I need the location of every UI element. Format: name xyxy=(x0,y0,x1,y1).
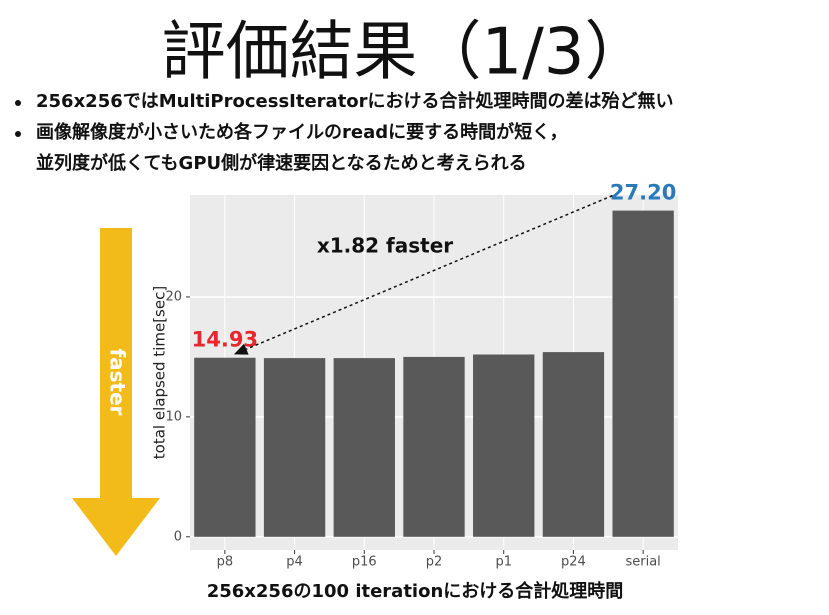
bullet-dot xyxy=(15,100,21,106)
faster-arrow xyxy=(72,228,160,556)
bar xyxy=(263,358,326,537)
y-tick-label: 20 xyxy=(165,289,182,304)
bar xyxy=(403,356,465,537)
bar xyxy=(612,210,674,537)
bar xyxy=(333,358,395,537)
x-tick-label: serial xyxy=(625,555,660,570)
caption: 256x256の100 iterationにおける合計処理時間 xyxy=(207,580,624,602)
bullet-text: 画像解像度が小さいため各ファイルのreadに要する時間が短く， xyxy=(36,121,568,143)
bullet-dot xyxy=(15,131,21,137)
y-axis-label: total elapsed time[sec] xyxy=(151,286,169,459)
bullet-text: 256x256ではMultiProcessIteratorにおける合計処理時間の… xyxy=(36,90,674,112)
value-label: 14.93 xyxy=(192,328,258,352)
x-tick-label: p4 xyxy=(286,555,303,570)
bar xyxy=(194,357,256,537)
bar xyxy=(473,354,535,537)
x-tick-label: p16 xyxy=(352,555,377,570)
y-tick-label: 10 xyxy=(165,409,182,424)
bullet-text: 並列度が低くてもGPU側が律速要因となるためと考えられる xyxy=(36,152,527,174)
x-tick-label: p2 xyxy=(426,555,443,570)
y-tick-label: 0 xyxy=(174,529,182,544)
value-label: 27.20 xyxy=(610,181,676,205)
x-tick-label: p8 xyxy=(217,555,234,570)
x-tick-label: p24 xyxy=(561,555,586,570)
x-tick-label: p1 xyxy=(495,555,512,570)
annotation-arrow xyxy=(233,194,613,355)
slide-title: 評価結果（1/3） xyxy=(162,16,649,90)
bar xyxy=(542,352,605,537)
arrow-label: faster xyxy=(106,348,130,415)
annotation: x1.82 faster xyxy=(317,234,453,258)
